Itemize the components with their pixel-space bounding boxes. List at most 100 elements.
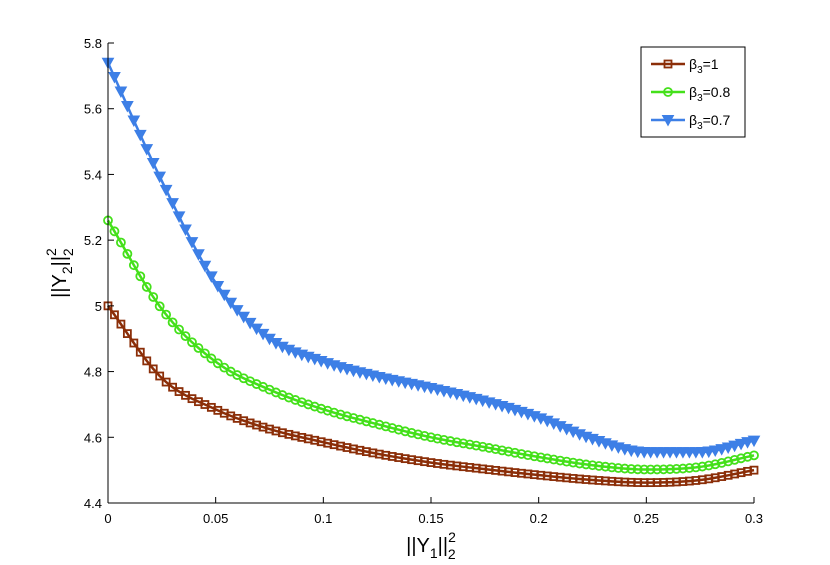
series-point: [198, 260, 212, 273]
legend-swatch-marker: [663, 87, 673, 97]
series-point: [108, 72, 121, 84]
series-point: [716, 457, 727, 468]
series-point: [703, 460, 714, 471]
series-point: [133, 129, 147, 142]
series-point: [548, 454, 559, 465]
series-point: [141, 282, 152, 292]
series-point: [135, 271, 146, 282]
series-point: [419, 430, 430, 441]
series-point: [432, 433, 443, 444]
series-point: [671, 464, 682, 474]
series-point: [690, 462, 701, 473]
legend-label: β3=0.8: [689, 84, 730, 104]
legend-label: β3=1: [689, 56, 719, 76]
x-axis-label-mid: ||: [438, 535, 448, 557]
series-point: [361, 416, 372, 427]
series-point: [122, 329, 132, 338]
series-point: [542, 453, 553, 464]
series-point: [110, 310, 119, 320]
series-point: [426, 432, 436, 443]
series-point: [237, 311, 251, 324]
series-point: [729, 454, 740, 465]
series-point: [721, 442, 735, 455]
legend-label-rest: =1: [703, 56, 719, 72]
series-point: [477, 441, 488, 452]
series-point: [451, 437, 462, 448]
series-point: [122, 248, 133, 259]
x-tick-labels: 0 0.05 0.1 0.15 0.2 0.25 0.3: [104, 511, 763, 526]
legend: β3=1β3=0.8β3=0.7: [640, 46, 746, 138]
series-point: [121, 100, 134, 113]
y-tick-labels: 4.4 4.6 4.8 5 5.2 5.4 5.6 5.8: [84, 36, 102, 511]
legend-label-sub: 3: [697, 65, 703, 76]
x-axis-label-sup: 2: [448, 529, 456, 545]
series-point: [140, 144, 154, 156]
series-point: [342, 411, 352, 422]
y-axis-label-sub: 2: [59, 266, 75, 274]
series-point: [180, 331, 191, 342]
series-point: [193, 343, 204, 353]
legend-label-base: β: [689, 112, 697, 128]
y-tick-label: 5.8: [84, 36, 102, 51]
series-point: [116, 319, 126, 329]
series-point: [723, 456, 734, 467]
series-point: [510, 447, 520, 458]
series-point: [146, 158, 160, 170]
series-point: [187, 337, 197, 348]
series-point: [142, 356, 152, 366]
legend-label-rest: =0.8: [703, 84, 731, 100]
x-tick-label: 0.3: [745, 511, 763, 526]
x-tick-label: 0.05: [203, 511, 228, 526]
x-tick-label: 0.1: [314, 511, 332, 526]
legend-label-sub: 3: [697, 93, 703, 104]
series-point: [606, 462, 617, 473]
series-point: [128, 260, 139, 271]
series-point: [212, 358, 223, 369]
series-point: [185, 237, 199, 249]
legend-item: β3=0.8: [651, 84, 730, 104]
series-point: [490, 444, 501, 455]
series-point: [205, 271, 218, 283]
series-point: [348, 413, 359, 423]
series-point: [167, 317, 178, 328]
legend-label-rest: =0.7: [703, 112, 731, 128]
series-point: [355, 414, 365, 425]
legend-label-sub: 3: [697, 121, 703, 132]
series-point: [335, 409, 346, 420]
series-point: [587, 460, 598, 471]
series-point: [742, 451, 753, 462]
series-point: [503, 446, 514, 457]
series-point: [387, 423, 398, 433]
series-point: [523, 450, 533, 461]
series-point: [224, 297, 238, 310]
series-point: [172, 211, 186, 223]
series-point: [736, 453, 746, 464]
series-point: [413, 429, 423, 440]
series-point: [380, 421, 391, 432]
series-point: [497, 445, 507, 456]
series-point: [116, 237, 126, 248]
legend-label: β3=0.7: [689, 112, 730, 132]
series-point: [697, 461, 708, 472]
series-point: [161, 377, 171, 387]
series-point: [484, 443, 495, 453]
y-tick-label: 4.6: [84, 430, 102, 445]
series-point: [678, 463, 688, 474]
series-point: [329, 407, 340, 418]
series-point: [652, 464, 662, 475]
series-point: [464, 439, 475, 450]
series-point: [581, 459, 591, 470]
series-point: [613, 463, 624, 473]
series-point: [747, 435, 761, 448]
legend-swatch-marker: [663, 59, 673, 69]
series-point: [243, 317, 257, 330]
series-point: [529, 451, 540, 462]
y-axis-label-sub2: 2: [60, 248, 76, 256]
y-tick-label: 5.6: [84, 102, 102, 117]
series-point: [322, 405, 333, 416]
series-point: [658, 464, 669, 475]
series-point: [639, 464, 650, 475]
series-point: [445, 436, 456, 446]
series-point: [516, 449, 527, 459]
